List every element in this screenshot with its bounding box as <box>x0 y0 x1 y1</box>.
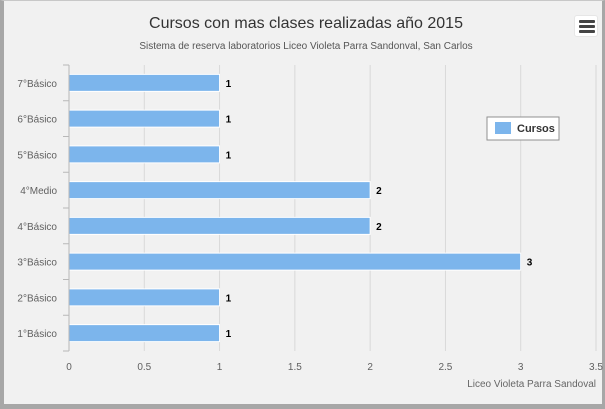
chart-title: Cursos con mas clases realizadas año 201… <box>149 15 463 32</box>
axes: 0 0.5 1 1.5 2 2.5 3 3.5 7°Básico 6°Básico 5°Básico… <box>17 64 603 373</box>
bar-3[interactable] <box>68 145 221 164</box>
y-category-label: 7°Básico <box>17 79 57 90</box>
data-label: 2 <box>376 222 382 233</box>
data-label: 1 <box>226 79 232 90</box>
bars: 1 1 1 2 2 3 1 1 <box>68 73 533 343</box>
y-category-label: 4°Medio <box>20 186 57 197</box>
y-category-label: 2°Básico <box>17 293 57 304</box>
hamburger-menu-icon[interactable] <box>574 15 598 37</box>
data-label: 1 <box>226 115 232 126</box>
legend-label-cursos[interactable]: Cursos <box>517 123 555 135</box>
bar-4[interactable] <box>68 181 371 200</box>
x-tick-label: 1.5 <box>288 362 302 373</box>
y-category-label: 3°Básico <box>17 258 57 269</box>
data-label: 1 <box>226 150 232 161</box>
data-label: 2 <box>376 186 382 197</box>
x-tick-label: 3.5 <box>589 362 603 373</box>
y-category-label: 6°Básico <box>17 115 57 126</box>
y-category-label: 5°Básico <box>17 150 57 161</box>
legend[interactable]: Cursos <box>486 116 560 141</box>
bar-6[interactable] <box>68 252 522 271</box>
data-label: 1 <box>226 293 232 304</box>
y-category-label: 4°Básico <box>17 222 57 233</box>
bar-5[interactable] <box>68 216 371 235</box>
x-tick-label: 2.5 <box>438 362 452 373</box>
x-tick-label: 1 <box>217 362 223 373</box>
chart-credits[interactable]: Liceo Violeta Parra Sandoval <box>467 379 596 390</box>
legend-swatch-cursos <box>495 122 511 134</box>
y-category-label: 1°Básico <box>17 329 57 340</box>
bar-7[interactable] <box>68 288 221 307</box>
bar-2[interactable] <box>68 109 221 128</box>
data-label: 1 <box>226 329 232 340</box>
x-tick-label: 0 <box>66 362 72 373</box>
x-tick-label: 3 <box>518 362 524 373</box>
chart: Cursos con mas clases realizadas año 201… <box>17 15 603 390</box>
x-tick-label: 2 <box>367 362 373 373</box>
grid <box>68 65 597 351</box>
x-tick-label: 0.5 <box>137 362 151 373</box>
data-label: 3 <box>527 258 533 269</box>
bar-8[interactable] <box>68 324 221 343</box>
bar-1[interactable] <box>68 73 221 92</box>
chart-subtitle: Sistema de reserva laboratorios Liceo Vi… <box>139 41 472 52</box>
